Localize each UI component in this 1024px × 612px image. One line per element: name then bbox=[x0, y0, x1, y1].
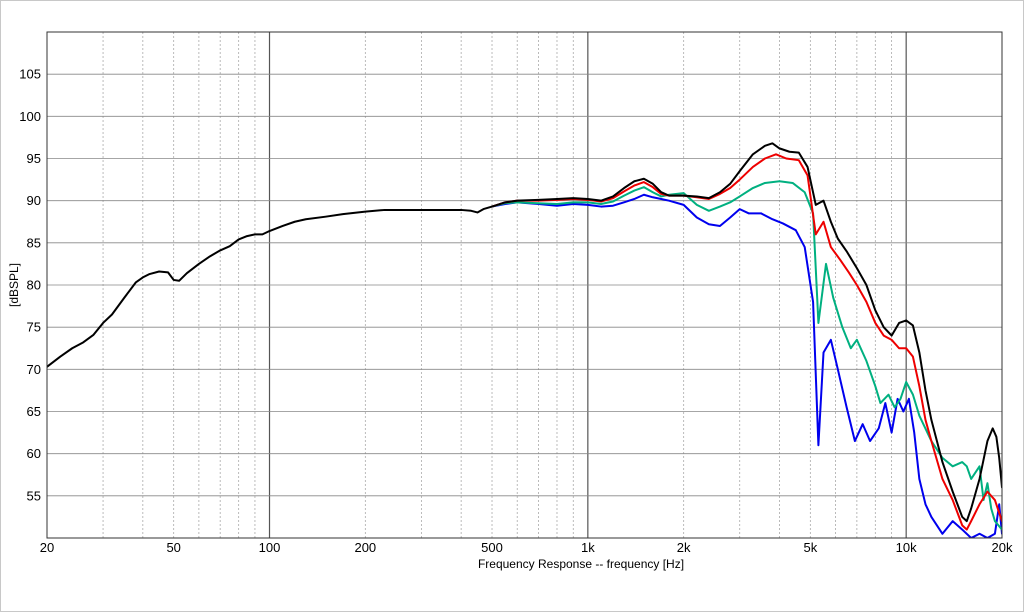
x-tick-label: 200 bbox=[354, 540, 376, 555]
y-tick-label: 75 bbox=[27, 320, 41, 335]
x-tick-label: 100 bbox=[259, 540, 281, 555]
series-line bbox=[47, 142, 1002, 523]
series-layer bbox=[47, 142, 1002, 538]
x-tick-label: 500 bbox=[481, 540, 503, 555]
x-tick-label: 20 bbox=[40, 540, 54, 555]
x-tick-label: 5k bbox=[803, 540, 817, 555]
x-tick-label: 1k bbox=[581, 540, 595, 555]
y-tick-labels: 55 60 65 70 75 80 85 90 95 100 105 bbox=[19, 67, 41, 504]
y-tick-label: 105 bbox=[19, 67, 41, 82]
series-line bbox=[491, 180, 1002, 531]
y-tick-label: 60 bbox=[27, 446, 41, 461]
y-axis-label: [dBSPL] bbox=[7, 263, 21, 307]
plot-border bbox=[46, 31, 1003, 539]
x-tick-labels: 20 50 100 200 500 1k 2k 5k 10k 20k bbox=[40, 540, 1013, 555]
y-tick-label: 65 bbox=[27, 404, 41, 419]
series-line bbox=[491, 193, 1002, 538]
y-tick-label: 55 bbox=[27, 488, 41, 503]
x-axis-label: Frequency Response -- frequency [Hz] bbox=[478, 557, 684, 571]
series-line bbox=[491, 153, 1002, 531]
y-tick-label: 100 bbox=[19, 109, 41, 124]
x-tick-label: 50 bbox=[166, 540, 180, 555]
x-tick-label: 10k bbox=[896, 540, 917, 555]
x-tick-label: 20k bbox=[992, 540, 1013, 555]
y-tick-label: 95 bbox=[27, 151, 41, 166]
x-tick-label: 2k bbox=[677, 540, 691, 555]
y-tick-label: 70 bbox=[27, 362, 41, 377]
y-tick-label: 80 bbox=[27, 278, 41, 293]
y-tick-label: 90 bbox=[27, 193, 41, 208]
y-tick-label: 85 bbox=[27, 235, 41, 250]
